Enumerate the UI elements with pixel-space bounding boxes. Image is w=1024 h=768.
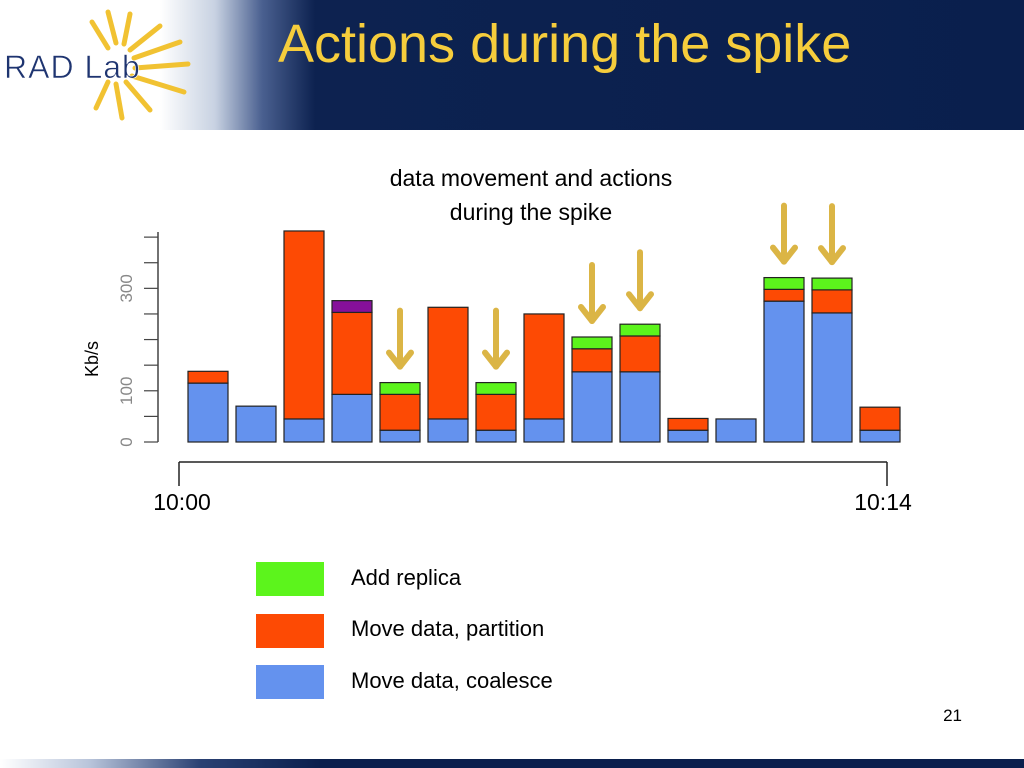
bar-segment xyxy=(379,429,421,443)
bar-segment xyxy=(475,429,517,443)
bar-segment xyxy=(475,393,517,431)
bar-segment xyxy=(187,370,229,384)
page-number: 21 xyxy=(943,706,962,725)
y-tick-label: 300 xyxy=(117,274,136,302)
slide-title: Actions during the spike xyxy=(278,14,852,74)
bar-segment xyxy=(859,429,901,443)
bar-segment xyxy=(379,381,421,395)
bar-segment xyxy=(235,405,277,443)
bar-segment xyxy=(619,335,661,373)
y-axis: 0 100 300 xyxy=(117,232,159,447)
bar-segment xyxy=(859,406,901,431)
arrows xyxy=(386,202,846,370)
bar-segment xyxy=(427,306,469,420)
y-tick-label: 0 xyxy=(117,437,136,446)
bar-segment xyxy=(811,277,853,291)
chart-title-line-1: data movement and actions xyxy=(390,165,673,191)
bar-segment xyxy=(523,418,565,443)
rad-lab-logo: RAD Lab xyxy=(4,9,191,121)
x-range-label-start: 10:00 xyxy=(153,489,211,515)
down-arrow-icon xyxy=(770,202,798,265)
bar-segment xyxy=(763,276,805,290)
sunburst-icon xyxy=(89,9,191,121)
down-arrow-icon xyxy=(626,249,654,312)
bar-segment xyxy=(523,313,565,420)
bars xyxy=(187,230,901,443)
bar-segment xyxy=(811,289,853,314)
bar-segment xyxy=(715,418,757,443)
bar-segment xyxy=(667,417,709,431)
legend-swatch-move-coalesce xyxy=(256,665,324,699)
bar-segment xyxy=(571,336,613,350)
bar-segment xyxy=(379,393,421,431)
bar-segment xyxy=(667,429,709,443)
slide-header: RAD Lab Actions during the spike xyxy=(0,0,1024,130)
down-arrow-icon xyxy=(386,307,414,370)
footer-band xyxy=(0,759,1024,768)
bar-segment xyxy=(571,371,613,443)
bar-segment xyxy=(331,300,373,314)
legend-label-move-coalesce: Move data, coalesce xyxy=(351,668,553,693)
bar-segment xyxy=(619,323,661,337)
bar-segment xyxy=(619,371,661,443)
y-tick-label: 100 xyxy=(117,377,136,405)
bar-segment xyxy=(763,300,805,443)
y-axis-label: Kb/s xyxy=(82,341,102,377)
bar-segment xyxy=(427,418,469,443)
chart-title: data movement and actions during the spi… xyxy=(390,165,673,225)
x-range-label-end: 10:14 xyxy=(854,489,912,515)
bar-segment xyxy=(331,393,373,443)
legend-swatch-add-replica xyxy=(256,562,324,596)
legend-label-add-replica: Add replica xyxy=(351,565,462,590)
down-arrow-icon xyxy=(578,262,606,324)
down-arrow-icon xyxy=(482,307,510,370)
bar-segment xyxy=(331,311,373,395)
bar-segment xyxy=(811,312,853,443)
bar-segment xyxy=(187,382,229,443)
bar-segment xyxy=(283,418,325,443)
bar-segment xyxy=(475,381,517,395)
logo-text: RAD Lab xyxy=(4,49,141,85)
down-arrow-icon xyxy=(818,203,846,266)
chart-title-line-2: during the spike xyxy=(450,199,612,225)
legend-label-move-partition: Move data, partition xyxy=(351,616,545,641)
bar-segment xyxy=(283,230,325,420)
bar-segment xyxy=(571,348,613,373)
x-axis: 10:00 10:14 xyxy=(153,461,912,515)
legend-swatch-move-partition xyxy=(256,614,324,648)
bar-segment xyxy=(763,288,805,302)
